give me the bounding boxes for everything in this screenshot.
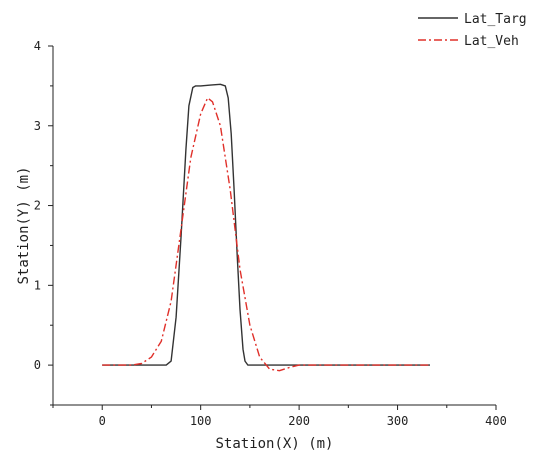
- y-tick-label: 0: [34, 358, 41, 372]
- y-tick-label: 3: [34, 119, 41, 133]
- y-tick-label: 4: [34, 39, 41, 53]
- legend-label-lat-veh: Lat_Veh: [464, 34, 519, 49]
- y-tick-label: 1: [34, 278, 41, 292]
- x-tick-label: 200: [288, 414, 310, 428]
- legend: Lat_Targ Lat_Veh: [418, 12, 527, 49]
- x-axis-ticks: 0 100 200 300 400: [52, 405, 507, 428]
- plot-frame: [52, 46, 496, 406]
- series-line-lat-veh: [102, 97, 430, 372]
- x-axis-title: Station(X) (m): [215, 436, 333, 452]
- series-layer: [102, 83, 430, 372]
- x-tick-label: 400: [485, 414, 507, 428]
- x-tick-label: 300: [387, 414, 409, 428]
- x-tick-label: 0: [99, 414, 106, 428]
- y-axis-ticks: 0 1 2 3 4: [34, 39, 53, 406]
- y-axis-title: Station(Y) (m): [16, 166, 32, 284]
- legend-label-lat-targ: Lat_Targ: [464, 12, 527, 27]
- series-line-lat-targ: [102, 83, 430, 366]
- x-tick-label: 100: [190, 414, 212, 428]
- y-tick-label: 2: [34, 199, 41, 213]
